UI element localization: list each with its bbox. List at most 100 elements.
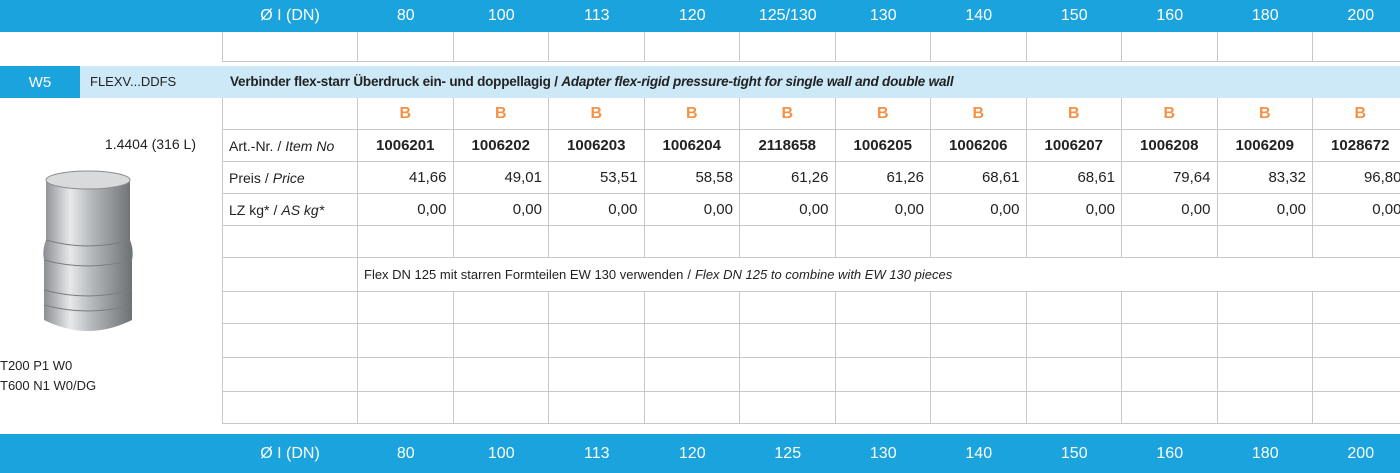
value: 0,00 xyxy=(358,194,454,226)
empty-cell xyxy=(1026,358,1122,392)
availability: B xyxy=(453,98,549,130)
empty-cell xyxy=(1026,392,1122,424)
value: 96,80 xyxy=(1313,162,1400,194)
note-en: Flex DN 125 to combine with EW 130 piece… xyxy=(694,267,953,282)
value: 0,00 xyxy=(835,194,931,226)
label-cell xyxy=(222,98,358,130)
availability: B xyxy=(835,98,931,130)
item-number: 1028672 xyxy=(1313,130,1400,162)
value: 0,00 xyxy=(1122,194,1218,226)
value: 68,61 xyxy=(1026,162,1122,194)
dn-value: 120 xyxy=(678,7,706,24)
dn-value: 125 xyxy=(774,445,802,462)
empty-cell xyxy=(453,392,549,424)
empty-cell xyxy=(549,358,645,392)
empty-cell xyxy=(740,32,836,62)
empty-cell xyxy=(740,226,836,258)
empty-cell xyxy=(222,358,358,392)
empty-cell xyxy=(644,392,740,424)
empty-cell xyxy=(549,226,645,258)
row-label: Preis / Price xyxy=(222,162,358,194)
empty-cell xyxy=(644,226,740,258)
dn-value: 150 xyxy=(1060,7,1088,24)
value: 0,00 xyxy=(453,194,549,226)
empty-cell xyxy=(1026,32,1122,62)
empty-cell xyxy=(358,226,454,258)
item-number: 1006207 xyxy=(1026,130,1122,162)
dn-value: 180 xyxy=(1251,445,1279,462)
item-number: 2118658 xyxy=(740,130,836,162)
value: 79,64 xyxy=(1122,162,1218,194)
empty-cell xyxy=(1313,32,1400,62)
label-de: Preis xyxy=(229,169,261,186)
value: 61,26 xyxy=(740,162,836,194)
empty-cell xyxy=(644,358,740,392)
value: 0,00 xyxy=(1026,194,1122,226)
separator: / xyxy=(273,201,278,218)
empty-cell xyxy=(222,392,358,424)
empty-cell xyxy=(644,32,740,62)
separator: / xyxy=(277,137,282,154)
header-bar xyxy=(0,0,1400,32)
empty-cell xyxy=(1122,226,1218,258)
separator: / xyxy=(687,267,691,282)
empty-cell xyxy=(835,32,931,62)
empty-cell xyxy=(358,392,454,424)
empty-cell xyxy=(835,392,931,424)
empty-cell xyxy=(931,324,1027,358)
dn-value: 100 xyxy=(487,7,515,24)
dn-value: 80 xyxy=(396,445,415,462)
separator: / xyxy=(554,74,558,89)
dn-value: 130 xyxy=(869,7,897,24)
empty-cell xyxy=(644,324,740,358)
value: 83,32 xyxy=(1217,162,1313,194)
item-number: 1006208 xyxy=(1122,130,1218,162)
empty-cell xyxy=(1122,358,1218,392)
availability: B xyxy=(1313,98,1400,130)
dn-value: 140 xyxy=(965,445,993,462)
empty-cell xyxy=(1313,324,1400,358)
product-image xyxy=(43,170,133,331)
dn-value: 100 xyxy=(487,445,515,462)
empty-cell xyxy=(740,292,836,324)
empty-cell xyxy=(1122,392,1218,424)
empty-cell xyxy=(1217,292,1313,324)
empty-cell xyxy=(1313,392,1400,424)
empty-cell xyxy=(453,324,549,358)
availability: B xyxy=(740,98,836,130)
material: 1.4404 (316 L) xyxy=(104,136,196,152)
title-de: Verbinder flex-starr Überdruck ein- und … xyxy=(230,74,551,89)
value: 0,00 xyxy=(549,194,645,226)
dn-value: 120 xyxy=(678,445,706,462)
dn-value: 113 xyxy=(583,445,610,462)
item-number: 1006204 xyxy=(644,130,740,162)
empty-cell xyxy=(453,226,549,258)
empty-cell xyxy=(1313,358,1400,392)
dn-value: 160 xyxy=(1156,445,1184,462)
empty-cell xyxy=(453,358,549,392)
label-de: LZ kg* xyxy=(229,201,270,218)
empty-cell xyxy=(549,392,645,424)
empty-cell xyxy=(453,32,549,62)
title-row xyxy=(0,66,1400,98)
label-de: Art.-Nr. xyxy=(229,137,274,154)
empty-cell xyxy=(358,324,454,358)
separator: / xyxy=(264,169,269,186)
dn-value: 180 xyxy=(1251,7,1279,24)
label-en: Price xyxy=(272,169,305,186)
empty-cell xyxy=(1026,292,1122,324)
dn-value: 160 xyxy=(1156,7,1184,24)
empty-cell xyxy=(358,358,454,392)
value: 41,66 xyxy=(358,162,454,194)
title-en: Adapter flex-rigid pressure-tight for si… xyxy=(561,74,954,89)
dn-value: 130 xyxy=(869,445,897,462)
product-code: W5 xyxy=(0,66,80,98)
empty-cell xyxy=(1217,358,1313,392)
empty-cell xyxy=(835,358,931,392)
empty-cell xyxy=(1217,226,1313,258)
empty-cell xyxy=(931,226,1027,258)
availability: B xyxy=(1217,98,1313,130)
dn-label: Ø I (DN) xyxy=(260,7,320,24)
product-title: Verbinder flex-starr Überdruck ein- und … xyxy=(230,66,954,98)
empty-cell xyxy=(549,324,645,358)
